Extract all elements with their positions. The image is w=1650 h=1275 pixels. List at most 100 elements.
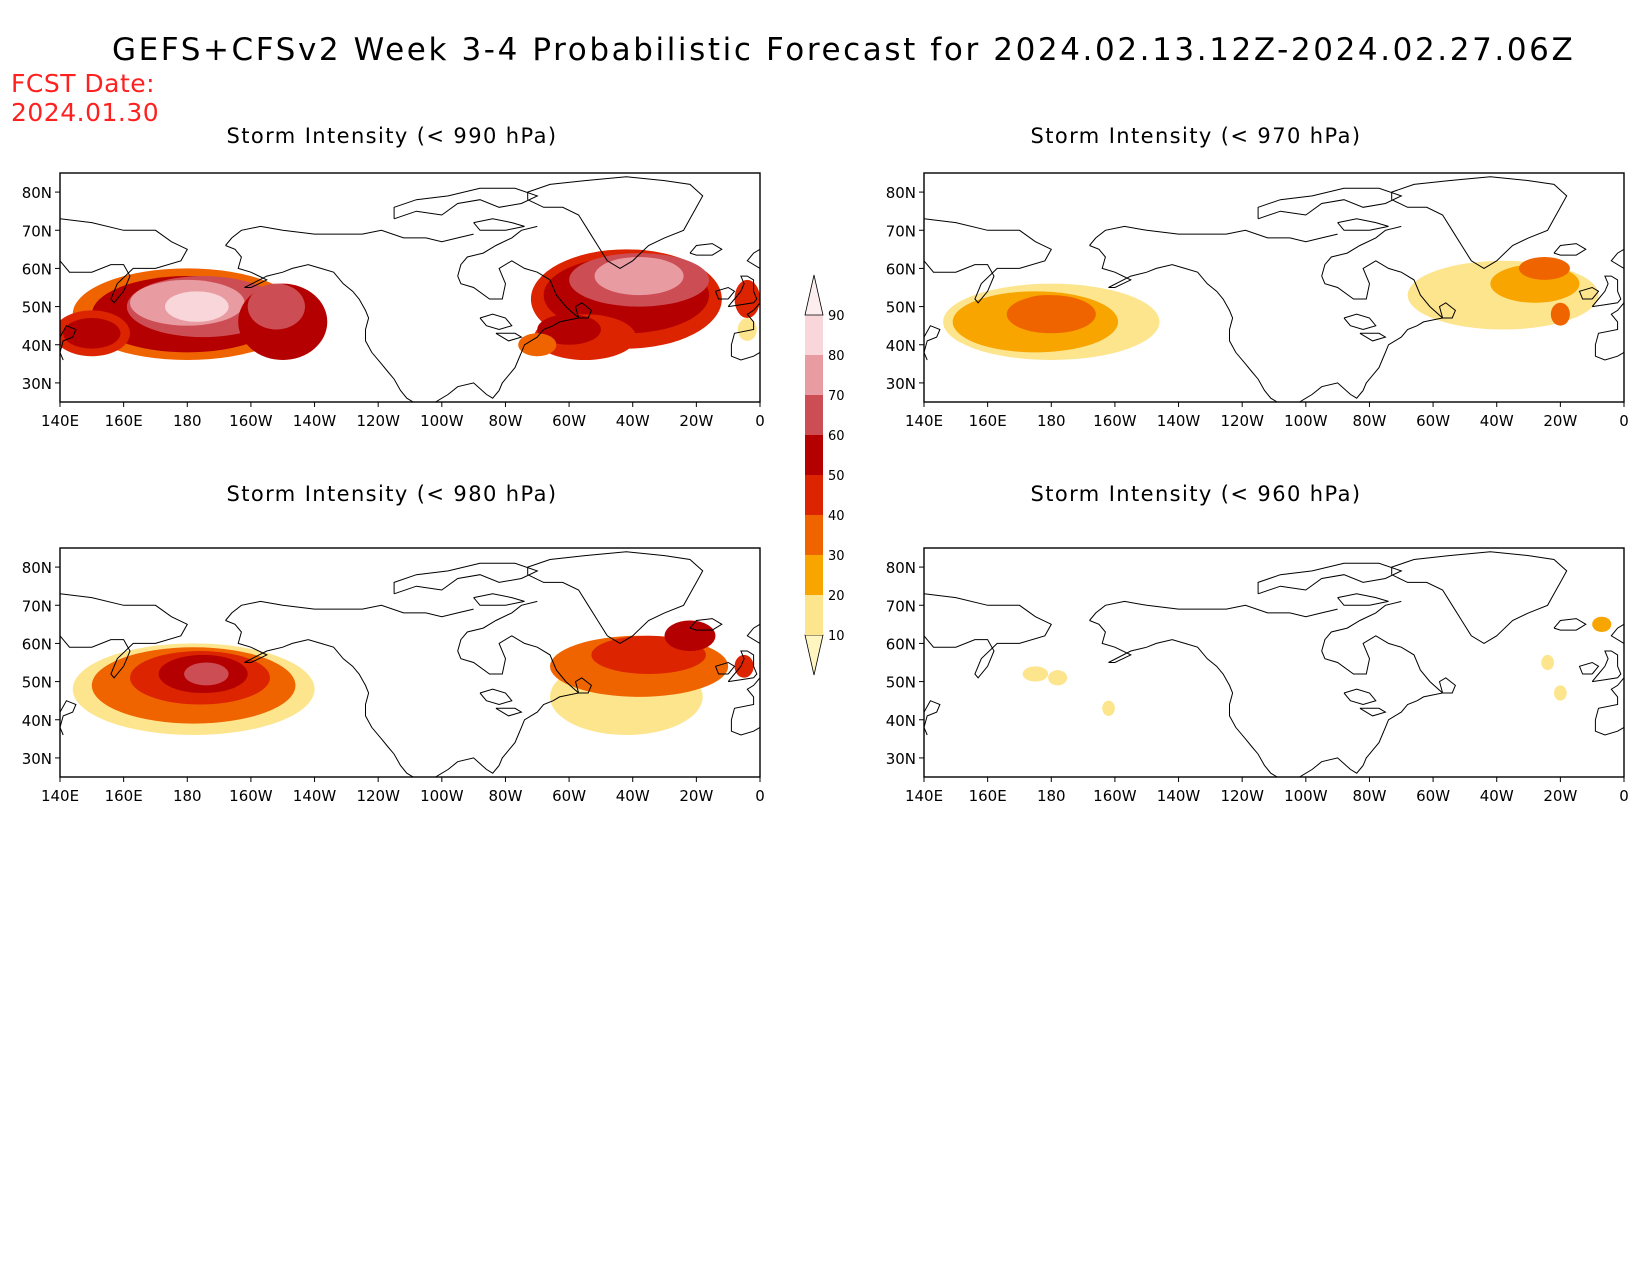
coastline: [1321, 225, 1402, 277]
probability-area: [1550, 302, 1570, 326]
colorbar-label: 30: [828, 549, 845, 564]
lat-tick-label: 40N: [22, 712, 52, 730]
coastline: [1299, 757, 1364, 777]
coastline: [60, 218, 188, 304]
lon-tick-label: 180: [1037, 412, 1066, 430]
lon-tick-label: 140E: [905, 412, 943, 430]
coastline: [435, 757, 500, 777]
coastline: [1299, 382, 1364, 402]
colorbar-bin: [805, 395, 823, 435]
coastline: [457, 600, 538, 652]
probability-area: [63, 318, 121, 349]
colorbar-bin: [805, 355, 823, 395]
coastline: [1089, 600, 1338, 621]
coastline: [1610, 623, 1624, 644]
probability-area: [1519, 256, 1570, 280]
colorbar-bin: [805, 515, 823, 555]
probability-area: [1019, 295, 1071, 319]
lon-tick-label: 40W: [1480, 412, 1514, 430]
lon-tick-label: 80W: [1352, 787, 1386, 805]
probability-area: [1102, 700, 1115, 716]
lat-tick-label: 30N: [22, 375, 52, 393]
coastline: [730, 677, 760, 736]
lon-tick-label: 180: [173, 412, 202, 430]
coastline: [574, 302, 593, 319]
coastline: [435, 382, 500, 402]
coastline: [1089, 620, 1278, 777]
lat-tick-label: 70N: [22, 597, 52, 615]
coastline: [1337, 218, 1389, 231]
forecast-date-label: FCST Date:: [11, 69, 156, 98]
coastline: [714, 286, 736, 300]
lon-tick-label: 40W: [616, 412, 650, 430]
colorbar-bin: [805, 595, 823, 635]
lon-tick-label: 100W: [420, 412, 464, 430]
coastline: [457, 635, 580, 766]
coastline: [1343, 688, 1377, 706]
lat-tick-label: 60N: [886, 260, 916, 278]
lat-tick-label: 30N: [886, 750, 916, 768]
coastline: [689, 243, 723, 256]
map-panel-p990: 140E 160E 180 160W 140W 120W 100W 80W 60W 40W 20W 0…: [22, 172, 765, 430]
coastline: [924, 593, 1052, 679]
coastline: [457, 225, 538, 277]
coastline: [714, 661, 736, 675]
lon-tick-label: 160W: [229, 787, 273, 805]
lat-tick-label: 30N: [22, 750, 52, 768]
lon-tick-label: 0: [755, 787, 765, 805]
lat-tick-label: 70N: [22, 222, 52, 240]
lat-tick-label: 80N: [22, 559, 52, 577]
lon-tick-label: 40W: [1480, 787, 1514, 805]
colorbar-label: 50: [828, 469, 845, 484]
colorbar-bin: [804, 634, 824, 676]
coastline: [1321, 635, 1444, 766]
lon-tick-label: 0: [1619, 787, 1629, 805]
coastline: [1578, 661, 1600, 675]
coastline: [1343, 313, 1377, 331]
colorbar-bin: [805, 475, 823, 515]
map-panel-p980: 140E 160E 180 160W 140W 120W 100W 80W 60W 40W 20W 0…: [22, 547, 765, 805]
lat-tick-label: 50N: [22, 674, 52, 692]
lon-tick-label: 80W: [488, 787, 522, 805]
lat-tick-label: 60N: [22, 635, 52, 653]
coastline: [1591, 275, 1622, 308]
coastline: [60, 325, 77, 361]
colorbar-label: 80: [828, 349, 845, 364]
coastline: [727, 650, 758, 683]
lon-tick-label: 180: [1037, 787, 1066, 805]
lon-tick-label: 160W: [1093, 412, 1137, 430]
lon-tick-label: 120W: [356, 412, 400, 430]
lon-tick-label: 140E: [41, 412, 79, 430]
coastline: [746, 623, 760, 644]
probability-area: [1592, 616, 1612, 632]
colorbar-bin: [804, 274, 824, 316]
coastline: [479, 313, 513, 331]
coastline: [727, 275, 758, 308]
coastline: [527, 176, 704, 269]
colorbar-label: 60: [828, 429, 845, 444]
lon-tick-label: 120W: [356, 787, 400, 805]
lon-tick-label: 40W: [616, 787, 650, 805]
coastline: [225, 620, 414, 777]
lon-tick-label: 0: [1619, 412, 1629, 430]
map-content: [924, 176, 1624, 402]
coastline: [574, 677, 593, 694]
lon-tick-label: 0: [755, 412, 765, 430]
lon-tick-label: 140W: [1157, 787, 1201, 805]
lat-tick-label: 70N: [886, 222, 916, 240]
probability-area: [1554, 685, 1567, 701]
colorbar-bin: [805, 435, 823, 475]
colorbar: 10 20 30 40 50 60 70 80 90: [804, 274, 845, 676]
lat-tick-label: 40N: [22, 337, 52, 355]
coastline: [473, 593, 525, 606]
coastline: [1359, 707, 1387, 717]
coastline: [1591, 650, 1622, 683]
coastline: [527, 551, 704, 644]
colorbar-bin: [805, 555, 823, 595]
probability-area: [165, 291, 229, 322]
lon-tick-label: 20W: [1543, 787, 1577, 805]
coastline: [1438, 677, 1457, 694]
coastline: [924, 325, 941, 361]
coastline: [1089, 225, 1338, 246]
lon-tick-label: 60W: [552, 412, 586, 430]
